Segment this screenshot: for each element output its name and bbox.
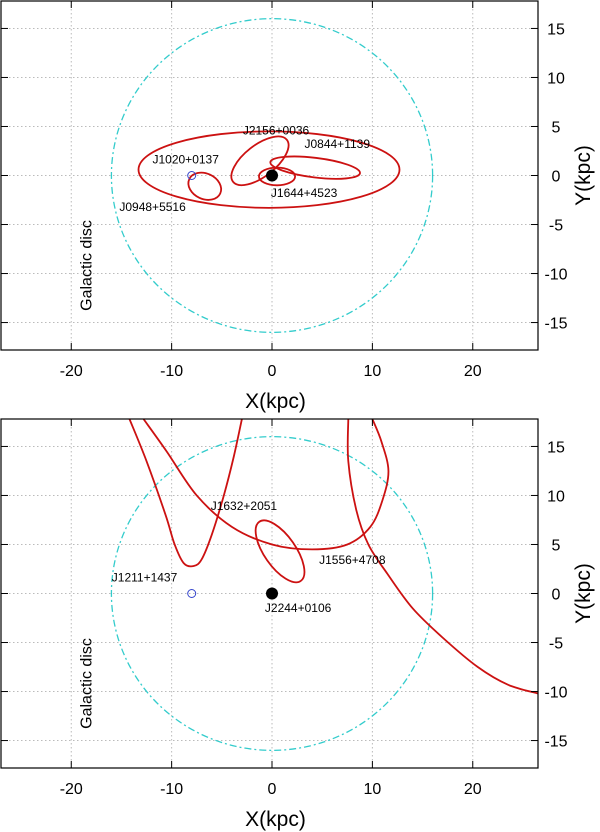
top-y-tick-label: -10 bbox=[544, 267, 567, 284]
top-x-tick-label: 20 bbox=[464, 363, 482, 380]
top-x-tick-label: 0 bbox=[268, 363, 277, 380]
bottom-orbit-j1211-1437 bbox=[128, 419, 243, 568]
top-plot-area bbox=[110, 17, 434, 334]
bottom-y-tick-label: 10 bbox=[547, 488, 565, 505]
bottom-galactic-disc-label: Galactic disc bbox=[78, 638, 95, 729]
bottom-orbit-j1632-2051 bbox=[254, 519, 306, 584]
bottom-sun-marker bbox=[187, 589, 197, 598]
top-galactic-disc-label: Galactic disc bbox=[78, 220, 95, 311]
bottom-annotation-j1211-1437: J1211+1437 bbox=[112, 571, 178, 585]
bottom-y-tick-label: -10 bbox=[544, 685, 567, 702]
top-annotation-j0844-1139: J0844+1139 bbox=[304, 137, 370, 151]
bottom-galactic-disc-circle bbox=[110, 435, 434, 752]
top-x-tick-label: 10 bbox=[363, 363, 381, 380]
bottom-x-axis-label: X(kpc) bbox=[245, 808, 306, 831]
bottom-panel: J1632+2051 J1556+4708 J1211+1437 J2244+0106… bbox=[0, 418, 595, 831]
top-annotation-j2156-0036: J2156+0036 bbox=[243, 123, 310, 137]
top-sun-marker bbox=[187, 171, 197, 180]
top-orbit-j0844-1139 bbox=[269, 155, 361, 180]
bottom-annotation-j2244-0106: J2244+0106 bbox=[265, 601, 332, 615]
bottom-x-tick-label: 20 bbox=[464, 781, 482, 798]
bottom-x-tick-label: 0 bbox=[268, 781, 277, 798]
top-annotation-j1020-0137: J1020+0137 bbox=[152, 153, 219, 167]
top-orbit-j1644-4523 bbox=[258, 166, 296, 187]
bottom-y-axis-label: Y(kpc) bbox=[572, 563, 595, 624]
bottom-y-tick-label: -5 bbox=[549, 636, 563, 653]
bottom-y-tick-label: -15 bbox=[544, 734, 567, 751]
top-y-tick-label: -15 bbox=[544, 316, 567, 333]
top-x-tick-label: -10 bbox=[160, 363, 183, 380]
bottom-annotation-j1556-4708: J1556+4708 bbox=[319, 553, 386, 567]
top-x-tick-label: -20 bbox=[60, 363, 83, 380]
bottom-galactic-center-marker bbox=[266, 587, 279, 600]
bottom-y-tick-label: 0 bbox=[552, 587, 561, 604]
top-orbit-j0844-1139 bbox=[137, 130, 401, 209]
bottom-x-tick-label: 10 bbox=[363, 781, 381, 798]
top-y-tick-label: 0 bbox=[552, 169, 561, 186]
bottom-y-tick-label: 15 bbox=[547, 439, 565, 456]
bottom-x-tick-label: -20 bbox=[60, 781, 83, 798]
top-y-tick-label: 5 bbox=[552, 119, 561, 136]
bottom-y-tick-label: 5 bbox=[552, 537, 561, 554]
top-annotation-j0948-5516: J0948+5516 bbox=[119, 200, 186, 214]
bottom-x-tick-label: -10 bbox=[160, 781, 183, 798]
top-y-tick-label: 15 bbox=[547, 21, 565, 38]
top-y-axis-label: Y(kpc) bbox=[572, 145, 595, 206]
top-x-axis-label: X(kpc) bbox=[245, 390, 306, 413]
top-annotation-j1644-4523: J1644+4523 bbox=[271, 186, 338, 200]
top-y-tick-label: -5 bbox=[549, 218, 563, 235]
top-galactic-disc-circle bbox=[110, 17, 434, 334]
top-y-tick-label: 10 bbox=[547, 70, 565, 87]
bottom-orbit-j2244-0106 bbox=[346, 419, 538, 695]
bottom-orbit-j1556-4708 bbox=[142, 419, 390, 551]
bottom-plot-area bbox=[110, 419, 538, 752]
top-galactic-center-marker bbox=[266, 169, 279, 182]
bottom-annotation-j1632-2051: J1632+2051 bbox=[211, 499, 278, 513]
